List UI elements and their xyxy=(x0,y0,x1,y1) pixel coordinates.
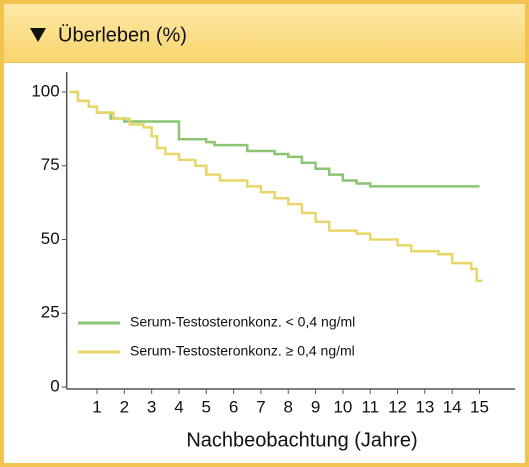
survival-curve xyxy=(69,90,483,283)
panel xyxy=(4,63,525,463)
x-tick-label: 11 xyxy=(361,397,379,416)
x-tick-label: 4 xyxy=(174,397,183,416)
collapse-icon[interactable] xyxy=(30,28,46,42)
x-tick-label: 14 xyxy=(443,397,462,416)
y-tick-label: 50 xyxy=(41,229,60,248)
x-tick-label: 2 xyxy=(120,397,129,416)
y-tick-label: 75 xyxy=(41,155,60,174)
x-tick-label: 7 xyxy=(256,397,265,416)
x-tick-label: 10 xyxy=(333,397,352,416)
y-tick-label: 25 xyxy=(41,303,60,322)
x-tick-label: 1 xyxy=(92,397,101,416)
x-tick-label: 15 xyxy=(470,397,489,416)
y-tick-label: 100 xyxy=(31,81,59,100)
x-axis-label: Nachbeobachtung (Jahre) xyxy=(186,429,417,451)
x-tick-label: 9 xyxy=(311,397,320,416)
header[interactable] xyxy=(4,4,525,62)
legend-label: Serum-Testosteronkonz. ≥ 0,4 ng/ml xyxy=(130,343,355,359)
x-tick-label: 8 xyxy=(284,397,293,416)
x-tick-label: 6 xyxy=(229,397,238,416)
y-tick-label: 0 xyxy=(50,376,59,395)
x-tick-label: 5 xyxy=(202,397,211,416)
chart-title: Überleben (%) xyxy=(58,24,187,46)
x-tick-label: 3 xyxy=(147,397,156,416)
legend-label: Serum-Testosteronkonz. < 0,4 ng/ml xyxy=(130,314,355,330)
x-tick-label: 12 xyxy=(388,397,407,416)
x-tick-label: 13 xyxy=(415,397,434,416)
